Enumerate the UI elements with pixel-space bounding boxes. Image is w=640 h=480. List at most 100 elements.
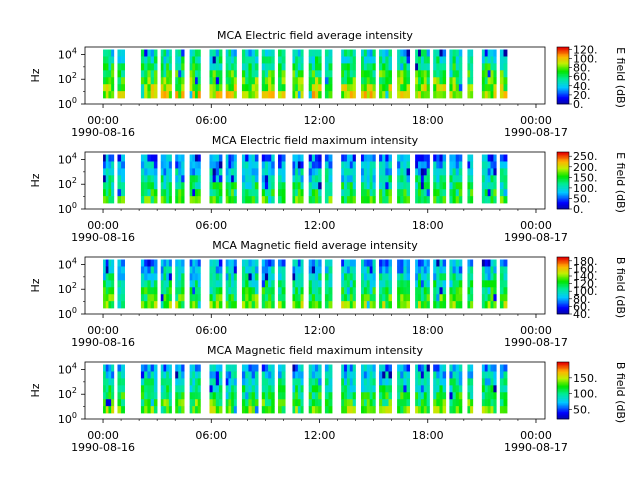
colorbar-tick-label: 100. xyxy=(573,52,598,65)
spectrogram-cell xyxy=(300,161,304,169)
spectrogram-cell xyxy=(372,364,376,372)
spectrogram-cell xyxy=(261,189,266,197)
spectrogram-cell xyxy=(379,406,383,414)
colorbar-segment xyxy=(557,189,569,191)
spectrogram-cell xyxy=(423,378,427,386)
spectrogram-cell xyxy=(295,56,299,64)
spectrogram-cell xyxy=(268,392,272,400)
spectrogram-cell xyxy=(241,84,246,92)
spectrogram-cell xyxy=(197,266,201,274)
spectrogram-cell xyxy=(197,287,201,295)
colorbar-tick-label: 50. xyxy=(573,404,591,417)
spectrogram-cell xyxy=(192,392,196,400)
spectrogram-cell xyxy=(439,266,443,274)
spectrogram-cell xyxy=(233,154,237,162)
spectrogram-cell xyxy=(449,406,453,414)
spectrogram-cell xyxy=(150,168,155,176)
spectrogram-cell xyxy=(400,385,404,393)
spectrogram-cell xyxy=(433,273,437,281)
spectrogram-cell xyxy=(178,168,182,176)
spectrogram-cell xyxy=(168,273,172,281)
spectrogram-cell xyxy=(225,392,229,400)
spectrogram-cell xyxy=(426,182,430,190)
colorbar-tick-label: 50. xyxy=(573,192,591,205)
spectrogram-cell xyxy=(264,84,269,92)
spectrogram-cell xyxy=(163,371,167,379)
spectrogram-cell xyxy=(292,273,296,281)
spectrogram-cell xyxy=(493,189,497,197)
spectrogram-cell xyxy=(388,280,392,288)
spectrogram-cell xyxy=(503,84,508,92)
panel-title: MCA Electric field average intensity xyxy=(217,29,413,42)
spectrogram-cell xyxy=(315,189,319,197)
spectrogram-cell xyxy=(439,294,443,302)
spectrogram-cell xyxy=(166,84,170,92)
colorbar-tick-label: 140. xyxy=(573,270,598,283)
spectrogram-cell xyxy=(442,70,447,78)
spectrogram-cell xyxy=(436,168,440,176)
spectrogram-cell xyxy=(195,56,199,64)
spectrogram-cell xyxy=(341,364,345,372)
spectrogram-cell xyxy=(499,91,504,99)
spectrogram-cell xyxy=(449,175,453,183)
spectrogram-cell xyxy=(297,91,301,99)
spectrogram-cell xyxy=(484,182,488,190)
spectrogram-cell xyxy=(212,63,217,71)
spectrogram-cell xyxy=(278,49,282,57)
spectrogram-cell xyxy=(318,49,322,57)
spectrogram-cell xyxy=(503,406,508,414)
spectrogram-cell xyxy=(458,63,463,71)
spectrogram-cell xyxy=(382,70,386,78)
spectrogram-cell xyxy=(251,280,256,288)
spectrogram-cell xyxy=(484,161,488,169)
spectrogram-cell xyxy=(160,273,164,281)
spectrogram-cell xyxy=(160,77,164,85)
spectrogram-cell xyxy=(178,280,182,288)
spectrogram-cell xyxy=(218,294,223,302)
spectrogram-cell xyxy=(436,154,440,162)
spectrogram-cell xyxy=(271,385,275,393)
spectrogram-cell xyxy=(292,406,296,414)
spectrogram-cell xyxy=(311,63,316,71)
spectrogram-cell xyxy=(442,371,447,379)
spectrogram-cell xyxy=(297,56,301,64)
spectrogram-cell xyxy=(397,189,401,197)
spectrogram-cell xyxy=(105,385,109,393)
spectrogram-cell xyxy=(189,175,193,183)
spectrogram-cell xyxy=(189,301,193,309)
spectrogram-cell xyxy=(481,175,486,183)
spectrogram-cell xyxy=(215,385,220,393)
spectrogram-cell xyxy=(493,196,497,204)
spectrogram-cell xyxy=(300,259,304,267)
spectrogram-cell xyxy=(400,182,404,190)
spectrogram-cell xyxy=(318,378,322,386)
spectrogram-cell xyxy=(484,196,488,204)
spectrogram-cell xyxy=(189,189,193,197)
spectrogram-cell xyxy=(311,182,316,190)
spectrogram-cell xyxy=(261,182,266,190)
spectrogram-cell xyxy=(178,287,182,295)
spectrogram-cell xyxy=(363,70,368,78)
spectrogram-cell xyxy=(490,56,494,64)
spectrogram-cell xyxy=(175,91,179,99)
spectrogram-cell xyxy=(366,168,370,176)
spectrogram-cell xyxy=(379,399,383,407)
spectrogram-cell xyxy=(311,399,316,407)
spectrogram-cell xyxy=(452,406,457,414)
spectrogram-cell xyxy=(315,84,319,92)
spectrogram-cell xyxy=(292,70,296,78)
spectrogram-cell xyxy=(382,56,386,64)
spectrogram-cell xyxy=(318,301,322,309)
spectrogram-cell xyxy=(366,280,370,288)
spectrogram-cell xyxy=(470,294,474,302)
spectrogram-cell xyxy=(315,385,319,393)
spectrogram-cell xyxy=(363,63,368,71)
spectrogram-cell xyxy=(436,175,440,183)
spectrogram-cell xyxy=(344,371,348,379)
colorbar-segment xyxy=(557,54,569,56)
spectrogram-cell xyxy=(490,287,494,295)
spectrogram-cell xyxy=(166,70,170,78)
spectrogram-cell xyxy=(218,175,223,183)
spectrogram-cell xyxy=(163,161,167,169)
spectrogram-cell xyxy=(281,392,286,400)
